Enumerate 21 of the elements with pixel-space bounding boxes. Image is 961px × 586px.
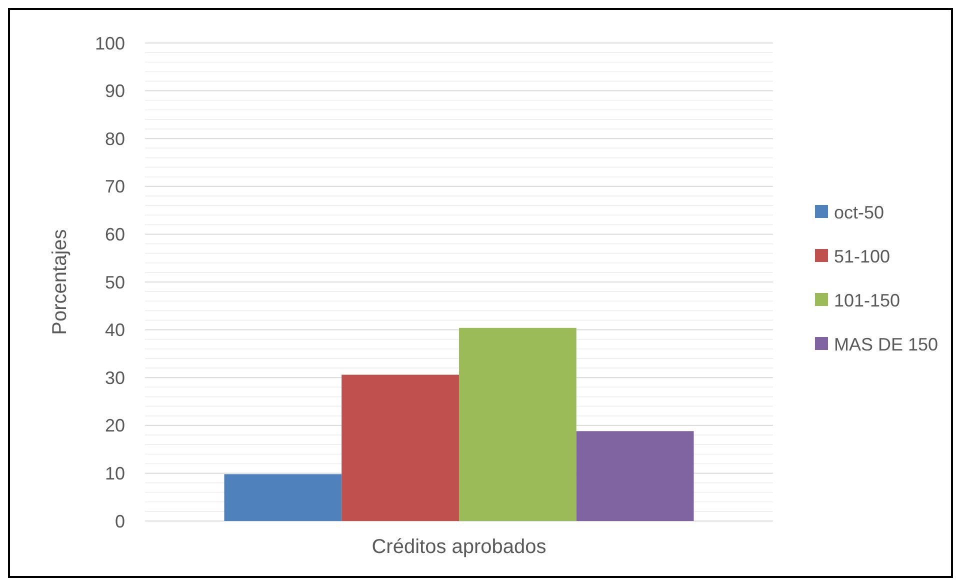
legend-label: oct-50 xyxy=(834,202,884,222)
x-axis-title: Créditos aprobados xyxy=(372,536,546,558)
legend-label: MAS DE 150 xyxy=(834,334,938,354)
y-tick-label: 0 xyxy=(114,511,125,532)
y-tick-label: 30 xyxy=(104,368,125,388)
y-tick-label: 60 xyxy=(104,224,125,244)
y-tick-label: 50 xyxy=(104,272,125,292)
bar xyxy=(576,431,694,521)
y-tick-label: 20 xyxy=(104,416,125,436)
y-tick-label: 70 xyxy=(104,176,125,197)
y-tick-label: 10 xyxy=(104,464,125,484)
y-tick-label: 80 xyxy=(104,128,125,149)
y-tick-label: 40 xyxy=(104,320,125,340)
bar xyxy=(224,474,342,521)
y-tick-label: 90 xyxy=(104,81,125,102)
bar xyxy=(459,328,576,521)
bar xyxy=(342,374,459,521)
legend-label: 51-100 xyxy=(834,246,890,266)
legend-label: 101-150 xyxy=(834,290,900,310)
y-tick-label: 100 xyxy=(94,33,125,54)
y-axis-title: Porcentajes xyxy=(49,229,71,335)
